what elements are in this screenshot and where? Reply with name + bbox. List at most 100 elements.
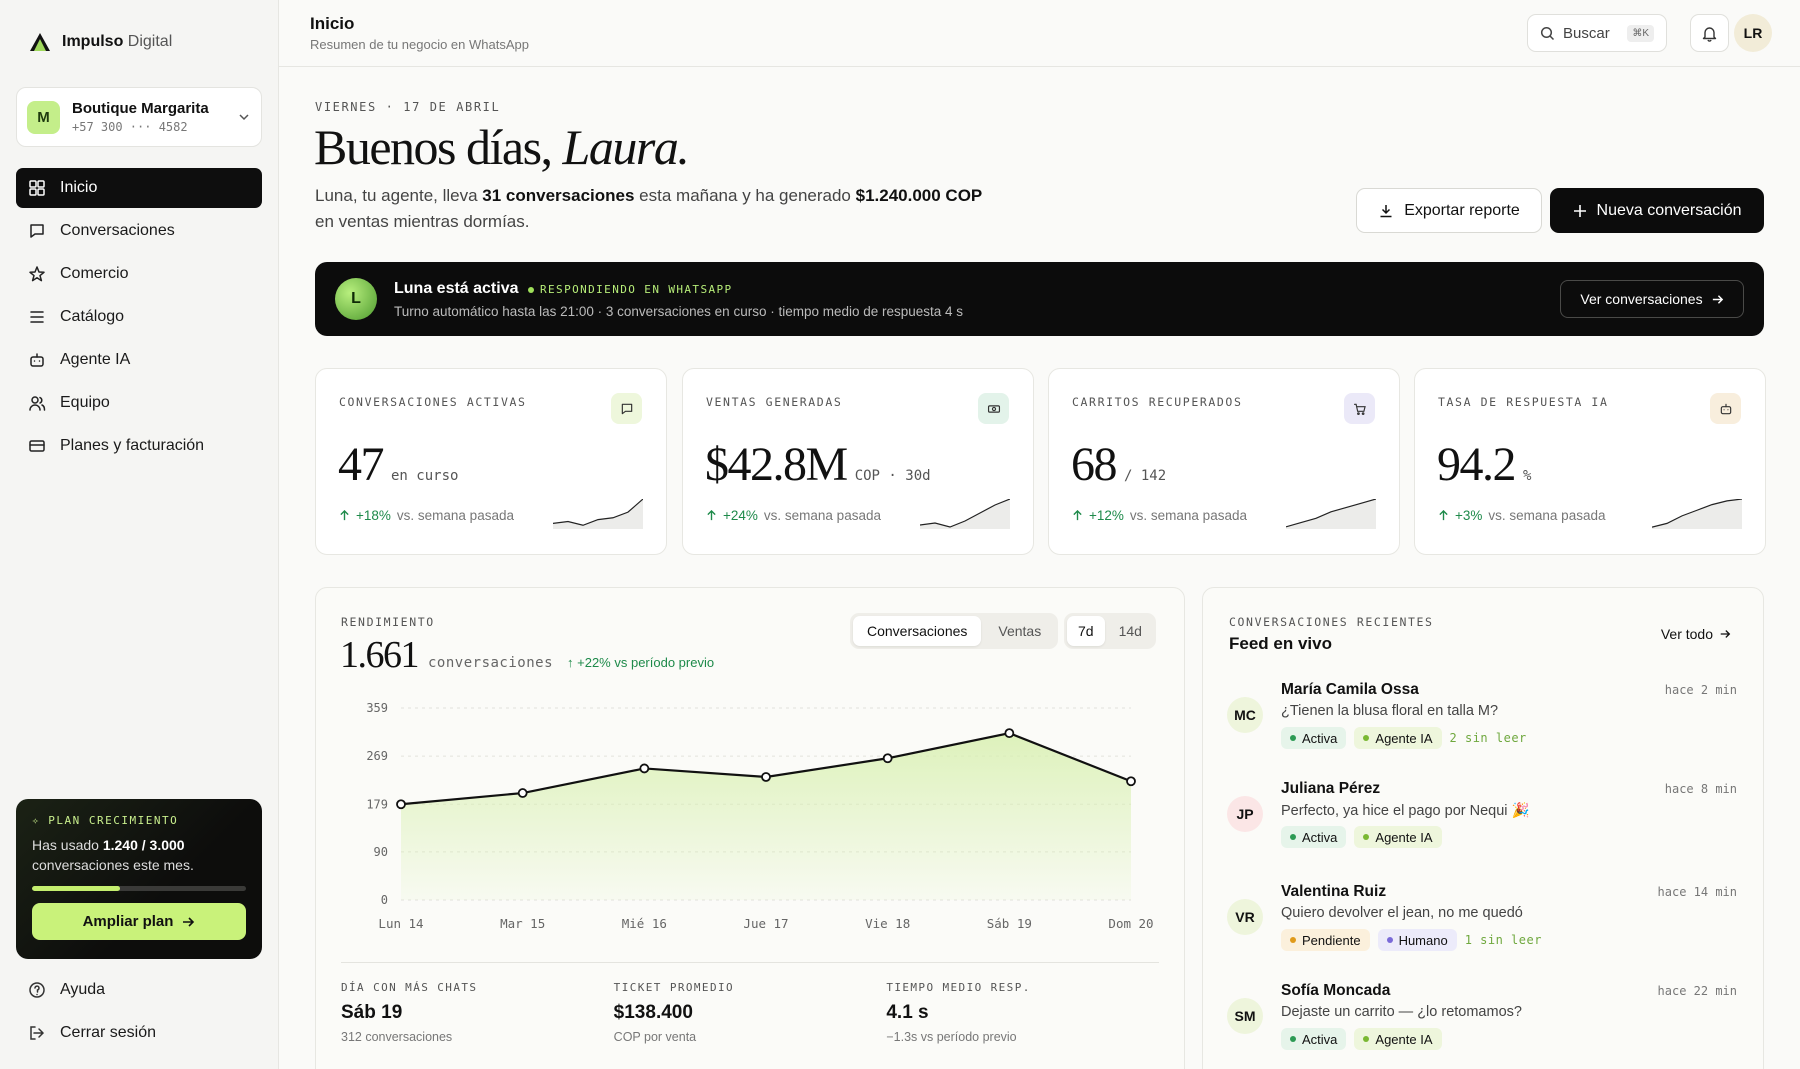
see-all-link[interactable]: Ver todo (1661, 626, 1731, 642)
brand-name: Impulso (62, 33, 124, 50)
view-conversations-button[interactable]: Ver conversaciones (1560, 280, 1744, 318)
stat-sub: 312 conversaciones (341, 1030, 453, 1044)
tag-dot-icon (1290, 834, 1296, 840)
x-tick-label: Dom 20 (1108, 916, 1153, 931)
message-preview: Dejaste un carrito — ¿lo retomamos? (1281, 1004, 1522, 1020)
help-link[interactable]: Ayuda (16, 970, 262, 1010)
sidebar-item-equipo[interactable]: Equipo (16, 383, 262, 423)
x-tick-label: Mar 15 (500, 916, 545, 931)
help-icon (29, 982, 45, 998)
export-report-button[interactable]: Exportar reporte (1356, 188, 1542, 233)
sidebar-item-label: Equipo (60, 394, 110, 411)
sidebar-item-comercio[interactable]: Comercio (16, 254, 262, 294)
agent-status: RESPONDIENDO EN WHATSAPP (528, 283, 733, 296)
kpi-unit: / 142 (1124, 468, 1167, 484)
unread-count: 1 sin leer (1464, 933, 1542, 947)
plan-progress-fill (32, 886, 121, 891)
sidebar-nav: Inicio Conversaciones Comercio Catálogo Agen… (16, 168, 262, 469)
tag-text: Agente IA (1375, 829, 1433, 845)
tag-dot-icon (1386, 937, 1393, 943)
status-tag: Activa (1281, 826, 1347, 848)
message-time: hace 22 min (1657, 984, 1737, 998)
current-date: VIERNES · 17 DE ABRIL (315, 100, 501, 114)
brand-logo[interactable]: Impulso Digital (28, 28, 172, 56)
status-tag: Agente IA (1354, 727, 1442, 749)
grid-icon (29, 180, 45, 196)
list-icon (30, 311, 44, 323)
y-tick-label: 269 (366, 749, 388, 763)
search-button[interactable]: Buscar ⌘K (1527, 14, 1667, 52)
sidebar-item-catalogo[interactable]: Catálogo (16, 297, 262, 337)
kpi-label: VENTAS GENERADAS (706, 395, 843, 409)
kpi-delta-value: +12% (1089, 508, 1124, 523)
upgrade-plan-button[interactable]: Ampliar plan (32, 903, 246, 940)
performance-card: RENDIMIENTO 1.661 conversaciones ↑ +22% … (315, 587, 1185, 1069)
new-conversation-button[interactable]: Nueva conversación (1550, 188, 1764, 233)
stat-sub: −1.3s vs período previo (886, 1030, 1017, 1044)
performance-summary: DÍA CON MÁS CHATS Sáb 19 312 conversacione… (341, 962, 1159, 1044)
x-tick-label: Vie 18 (865, 916, 910, 931)
live-feed-card: CONVERSACIONES RECIENTES Feed en vivo Ve… (1202, 587, 1764, 1069)
status-tag: Agente IA (1354, 1028, 1442, 1050)
sidebar-item-agente[interactable]: Agente IA (16, 340, 262, 380)
unread-count: 2 sin leer (1449, 731, 1527, 745)
tag-text: Humano (1398, 932, 1448, 948)
account-avatar: M (27, 100, 60, 134)
y-tick-label: 179 (366, 797, 388, 811)
arrow-right-icon (183, 916, 195, 927)
sidebar-item-planes[interactable]: Planes y facturación (16, 426, 262, 466)
kpi-icon-badge (978, 393, 1009, 424)
view-conversations-label: Ver conversaciones (1580, 291, 1703, 307)
stat-label: TIEMPO MEDIO RESP. (886, 981, 1031, 994)
chart-point (761, 772, 771, 782)
sidebar-item-inicio[interactable]: Inicio (16, 168, 262, 208)
kpi-card: CARRITOS RECUPERADOS 68 / 142 +12% vs. sem… (1048, 368, 1400, 555)
kpi-label: TASA DE RESPUESTA IA (1438, 395, 1609, 409)
plan-card: ✧ PLAN CRECIMIENTO Has usado 1.240 / 3.0… (16, 799, 262, 959)
logout-link[interactable]: Cerrar sesión (16, 1013, 262, 1053)
agent-status-banner: L Luna está activa RESPONDIENDO EN WHATS… (315, 262, 1764, 336)
tag-dot-icon (1363, 834, 1370, 840)
summary-amount: $1.240.000 COP (855, 186, 983, 205)
tab-7d[interactable]: 7d (1067, 616, 1105, 646)
kpi-value: 47 (338, 438, 385, 491)
summary-conversations: 31 conversaciones (482, 186, 635, 205)
kpi-sparkline (553, 499, 643, 529)
kpi-icon-badge (611, 393, 642, 424)
greeting: Buenos días, Laura. (314, 118, 690, 176)
arrow-up-icon (1439, 510, 1448, 521)
kpi-sparkline (1652, 499, 1742, 529)
tag-text: Agente IA (1375, 1031, 1433, 1047)
plan-usage-text: Has usado 1.240 / 3.000 conversaciones es… (32, 835, 246, 875)
tag-dot-icon (1363, 735, 1370, 741)
plan-progress-bar (32, 886, 246, 891)
kpi-delta-text: vs. semana pasada (1129, 508, 1247, 523)
tab-conversaciones[interactable]: Conversaciones (853, 616, 982, 646)
user-avatar[interactable]: LR (1734, 14, 1772, 52)
sidebar-item-label: Planes y facturación (60, 437, 205, 454)
y-tick-label: 359 (366, 701, 388, 715)
tab-ventas[interactable]: Ventas (998, 623, 1042, 639)
contact-avatar: VR (1227, 899, 1263, 935)
account-switcher[interactable]: M Boutique Margarita +57 300 ··· 4582 (16, 87, 262, 147)
performance-unit: conversaciones (428, 655, 554, 671)
tab-14d[interactable]: 14d (1118, 623, 1142, 639)
tag-dot-icon (1363, 1036, 1370, 1042)
status-tag: Humano (1377, 929, 1457, 951)
plan-used: 1.240 / 3.000 (102, 837, 185, 853)
kpi-sparkline (1286, 499, 1376, 529)
kpi-value: $42.8M (705, 438, 848, 491)
bot-icon (30, 353, 44, 367)
plan-text-pre: Has usado (32, 837, 103, 853)
feed-label: CONVERSACIONES RECIENTES (1229, 615, 1434, 629)
notifications-button[interactable] (1690, 14, 1729, 52)
kpi-card: CONVERSACIONES ACTIVAS 47 en curso +18% vs… (315, 368, 667, 555)
chart-point (396, 799, 406, 810)
summary-text: Luna, tu agente, lleva 31 conversaciones… (315, 183, 1015, 235)
performance-chart: 359 269 179 90 0 Lun 14 Mar 15 Mié 16 Jue 17 Vie … (366, 701, 1153, 931)
star-icon (29, 266, 45, 282)
sidebar-item-conversaciones[interactable]: Conversaciones (16, 211, 262, 251)
plan-text-post: conversaciones este mes. (32, 857, 194, 873)
sidebar-item-label: Conversaciones (60, 222, 175, 239)
contact-avatar: SM (1227, 998, 1263, 1034)
